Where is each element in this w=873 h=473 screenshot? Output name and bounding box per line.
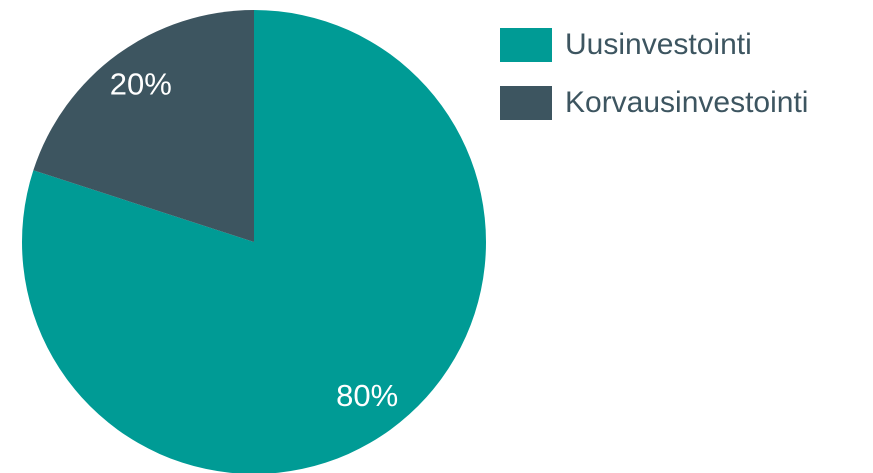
legend-swatch — [500, 86, 552, 120]
slice-label: 20% — [110, 66, 172, 101]
legend-label: Korvausinvestointi — [565, 86, 808, 119]
pie-slice — [33, 10, 254, 242]
legend-swatch — [500, 28, 552, 62]
legend-label: Uusinvestointi — [565, 28, 752, 61]
slice-label: 80% — [336, 378, 398, 413]
